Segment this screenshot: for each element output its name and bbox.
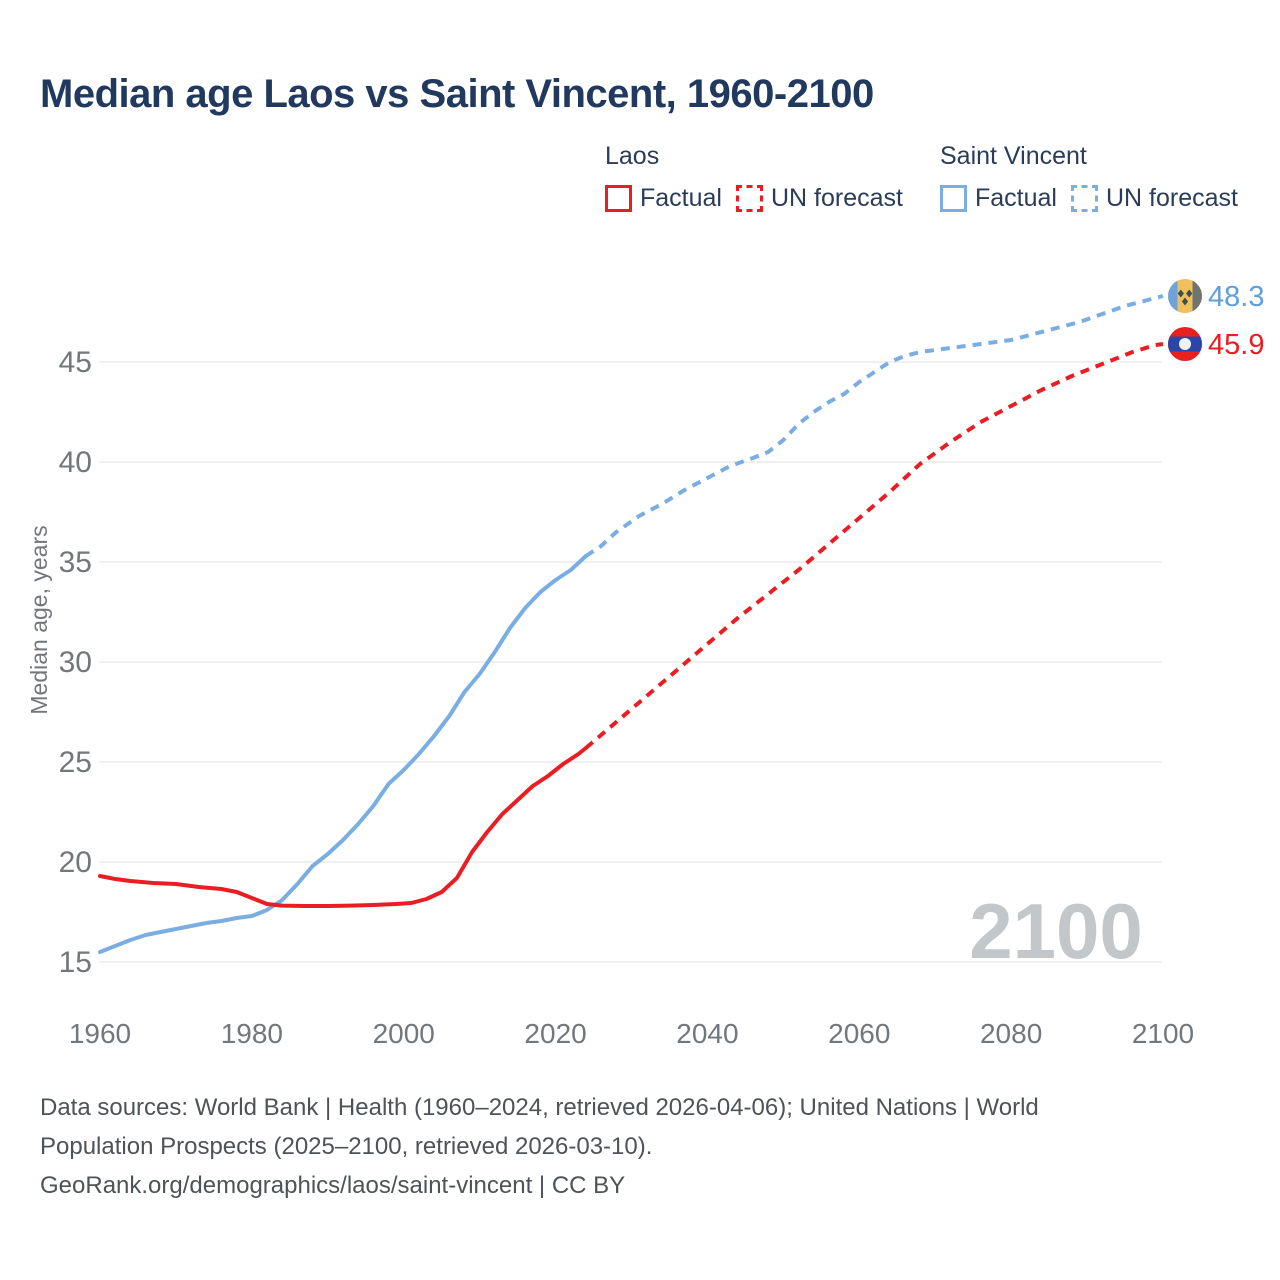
y-tick-label-45: 45 — [59, 346, 92, 379]
legend-label-saint-vincent-forecast: UN forecast — [1105, 184, 1238, 212]
y-tick-label-15: 15 — [59, 946, 92, 979]
footer-link[interactable]: GeoRank.org/demographics/laos/saint-vinc… — [40, 1172, 626, 1199]
x-tick-label-2000: 2000 — [373, 1018, 435, 1049]
legend-item-saint-vincent-forecast[interactable]: UN forecast — [1070, 184, 1238, 213]
footer-sources: Data sources: World Bank | Health (1960–… — [40, 1094, 1039, 1160]
legend-swatch-laos-factual — [605, 185, 632, 212]
legend-label-laos-factual: Factual — [640, 184, 722, 212]
series-saint-vincent-forecast — [584, 294, 1164, 558]
legend-swatch-laos-forecast — [735, 185, 763, 212]
flag-badge-saint-vincent — [1168, 279, 1202, 313]
legend-group-title-laos: Laos — [605, 142, 660, 170]
end-value-label-saint-vincent: 48.3 — [1208, 281, 1264, 313]
y-tick-label-25: 25 — [59, 746, 92, 779]
series-laos-factual — [98, 746, 588, 908]
footer: Data sources: World Bank | Health (1960–… — [40, 1088, 1140, 1205]
legend: Laos Factual UN forecast Saint Vincent F… — [0, 142, 1280, 222]
end-value-label-laos: 45.9 — [1208, 329, 1264, 361]
watermark-year: 2100 — [969, 887, 1143, 975]
series-laos-forecast — [584, 342, 1164, 750]
series-saint-vincent-factual — [98, 554, 588, 954]
x-tick-label-2060: 2060 — [828, 1018, 890, 1049]
legend-label-saint-vincent-factual: Factual — [975, 184, 1057, 212]
x-tick-label-1980: 1980 — [221, 1018, 283, 1049]
legend-swatch-saint-vincent-factual — [940, 185, 967, 212]
x-tick-label-1960: 1960 — [69, 1018, 131, 1049]
legend-group-title-saint-vincent: Saint Vincent — [940, 142, 1087, 170]
y-tick-label-40: 40 — [59, 446, 92, 479]
y-axis-title: Median age, years — [26, 525, 52, 714]
x-tick-label-2020: 2020 — [524, 1018, 586, 1049]
x-tick-label-2080: 2080 — [980, 1018, 1042, 1049]
y-tick-label-30: 30 — [59, 646, 92, 679]
legend-group-saint-vincent: Saint Vincent Factual UN forecast — [940, 142, 1238, 213]
chart-title: Median age Laos vs Saint Vincent, 1960-2… — [40, 72, 874, 116]
y-tick-label-35: 35 — [59, 546, 92, 579]
legend-item-saint-vincent-factual[interactable]: Factual — [940, 184, 1057, 213]
flag-badge-laos — [1168, 327, 1202, 361]
legend-label-laos-forecast: UN forecast — [770, 184, 903, 212]
legend-row-laos: Factual UN forecast — [605, 184, 903, 213]
x-tick-label-2100: 2100 — [1132, 1018, 1194, 1049]
y-tick-label-20: 20 — [59, 846, 92, 879]
legend-swatch-saint-vincent-forecast — [1070, 185, 1098, 212]
x-tick-label-2040: 2040 — [676, 1018, 738, 1049]
legend-group-laos: Laos Factual UN forecast — [605, 142, 903, 213]
legend-item-laos-forecast[interactable]: UN forecast — [735, 184, 903, 213]
legend-row-saint-vincent: Factual UN forecast — [940, 184, 1238, 213]
legend-item-laos-factual[interactable]: Factual — [605, 184, 722, 213]
